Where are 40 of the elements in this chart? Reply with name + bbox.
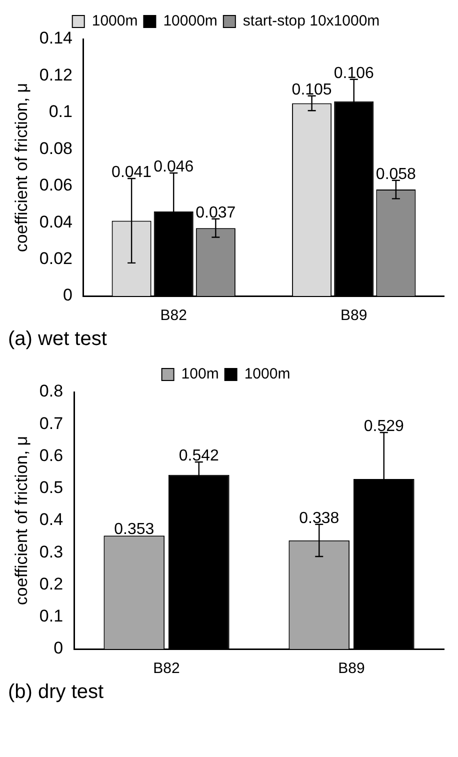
y-tick-label: 0.8 <box>39 382 64 401</box>
data-label: 0.353 <box>114 521 154 538</box>
data-label: 0.046 <box>154 158 194 176</box>
text: (b) dry test <box>8 681 105 704</box>
y-tick-label: 0.06 <box>39 176 72 195</box>
y-tick-label: 0.02 <box>39 248 72 268</box>
y-tick-label: 0.5 <box>39 478 64 498</box>
legend-label: 1000m <box>92 12 138 30</box>
y-tick-label: 0.6 <box>39 446 64 465</box>
y-tick-label: 0.2 <box>39 574 64 594</box>
data-label: 0.058 <box>376 166 416 183</box>
x-tick-label: B89 <box>340 307 368 324</box>
data-label: 0.338 <box>299 510 340 527</box>
data-label: 0.037 <box>196 204 236 222</box>
data-label: 0.106 <box>334 64 374 82</box>
data-label: 0.105 <box>292 81 332 98</box>
data-label: 0.542 <box>178 447 220 464</box>
text: (a) wet test <box>8 328 108 351</box>
y-tick-label: 0.08 <box>39 138 72 158</box>
y-tick-label: 0 <box>63 286 72 305</box>
legend-label: 100m <box>181 366 219 383</box>
data-label: 0.041 <box>112 164 152 181</box>
y-tick-label: 0 <box>54 638 64 658</box>
y-axis-title: coefficient of friction, μ <box>12 436 31 606</box>
x-tick-label: B89 <box>338 660 365 678</box>
legend-label: start-stop 10x1000m <box>242 12 380 30</box>
y-tick-label: 0.12 <box>39 65 72 84</box>
y-tick-label: 0.14 <box>39 28 72 48</box>
y-axis-title: coefficient of friction, μ <box>12 82 31 252</box>
legend-label: 1000m <box>244 366 290 383</box>
y-tick-label: 0.1 <box>48 102 72 122</box>
data-label: 0.529 <box>364 418 404 435</box>
y-tick-label: 0.04 <box>39 212 72 232</box>
x-tick-label: B82 <box>153 660 180 678</box>
legend-label: 10000m <box>163 12 218 30</box>
y-tick-label: 0.4 <box>39 510 64 530</box>
y-tick-label: 0.7 <box>39 414 64 433</box>
x-tick-label: B82 <box>160 307 187 324</box>
y-tick-label: 0.1 <box>39 606 64 626</box>
y-tick-label: 0.3 <box>39 542 64 562</box>
